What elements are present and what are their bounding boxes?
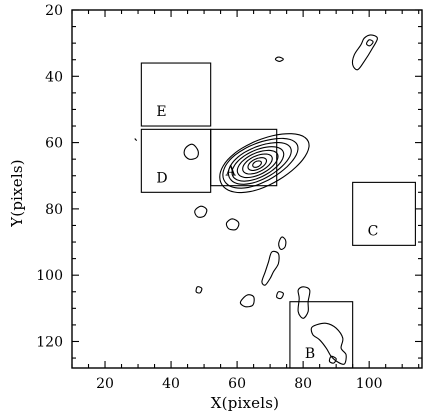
contour-island	[195, 286, 203, 294]
region-label-c: C	[368, 223, 379, 239]
contour-island	[274, 56, 284, 62]
region-box-c	[352, 181, 416, 246]
x-tick-label: 100	[356, 376, 383, 392]
y-tick-label: 20	[45, 3, 63, 19]
source-contour	[227, 142, 292, 185]
region-box-e	[140, 62, 212, 127]
region-box-b	[289, 301, 354, 369]
contour-island	[276, 291, 284, 300]
contour-island	[239, 294, 255, 308]
contour-island	[261, 250, 280, 286]
y-tick-label: 40	[45, 69, 63, 85]
y-tick-label: 60	[45, 136, 63, 152]
contour-island	[278, 236, 287, 250]
region-label-e: E	[156, 104, 166, 120]
y-tick-label: 100	[36, 268, 63, 284]
source-contour	[222, 137, 299, 189]
source-contour	[252, 160, 262, 168]
source-contour	[231, 146, 285, 182]
source-contour	[236, 149, 279, 179]
contour-fragment	[134, 138, 138, 141]
y-axis-label: Y(pixels)	[8, 159, 26, 228]
contour-island	[328, 355, 337, 364]
x-tick-label: 40	[162, 376, 180, 392]
contour-island	[351, 34, 378, 71]
contour-island	[365, 39, 374, 47]
contour-island	[297, 286, 311, 319]
x-axis-label: X(pixels)	[211, 394, 279, 412]
contour-island	[310, 322, 347, 365]
source-contour	[219, 133, 310, 194]
source-contour	[247, 157, 268, 172]
region-label-b: B	[305, 346, 315, 362]
region-box-d	[140, 128, 212, 193]
y-tick-label: 120	[36, 334, 63, 350]
region-label-d: D	[156, 170, 167, 186]
y-tick-label: 80	[45, 202, 63, 218]
plot-frame	[71, 9, 423, 369]
x-tick-label: 80	[294, 376, 312, 392]
x-tick-label: 60	[228, 376, 246, 392]
contour-island	[183, 143, 199, 160]
source-contour	[242, 153, 273, 175]
contour-island	[194, 205, 208, 218]
contour-island	[225, 218, 240, 231]
x-tick-label: 20	[96, 376, 114, 392]
